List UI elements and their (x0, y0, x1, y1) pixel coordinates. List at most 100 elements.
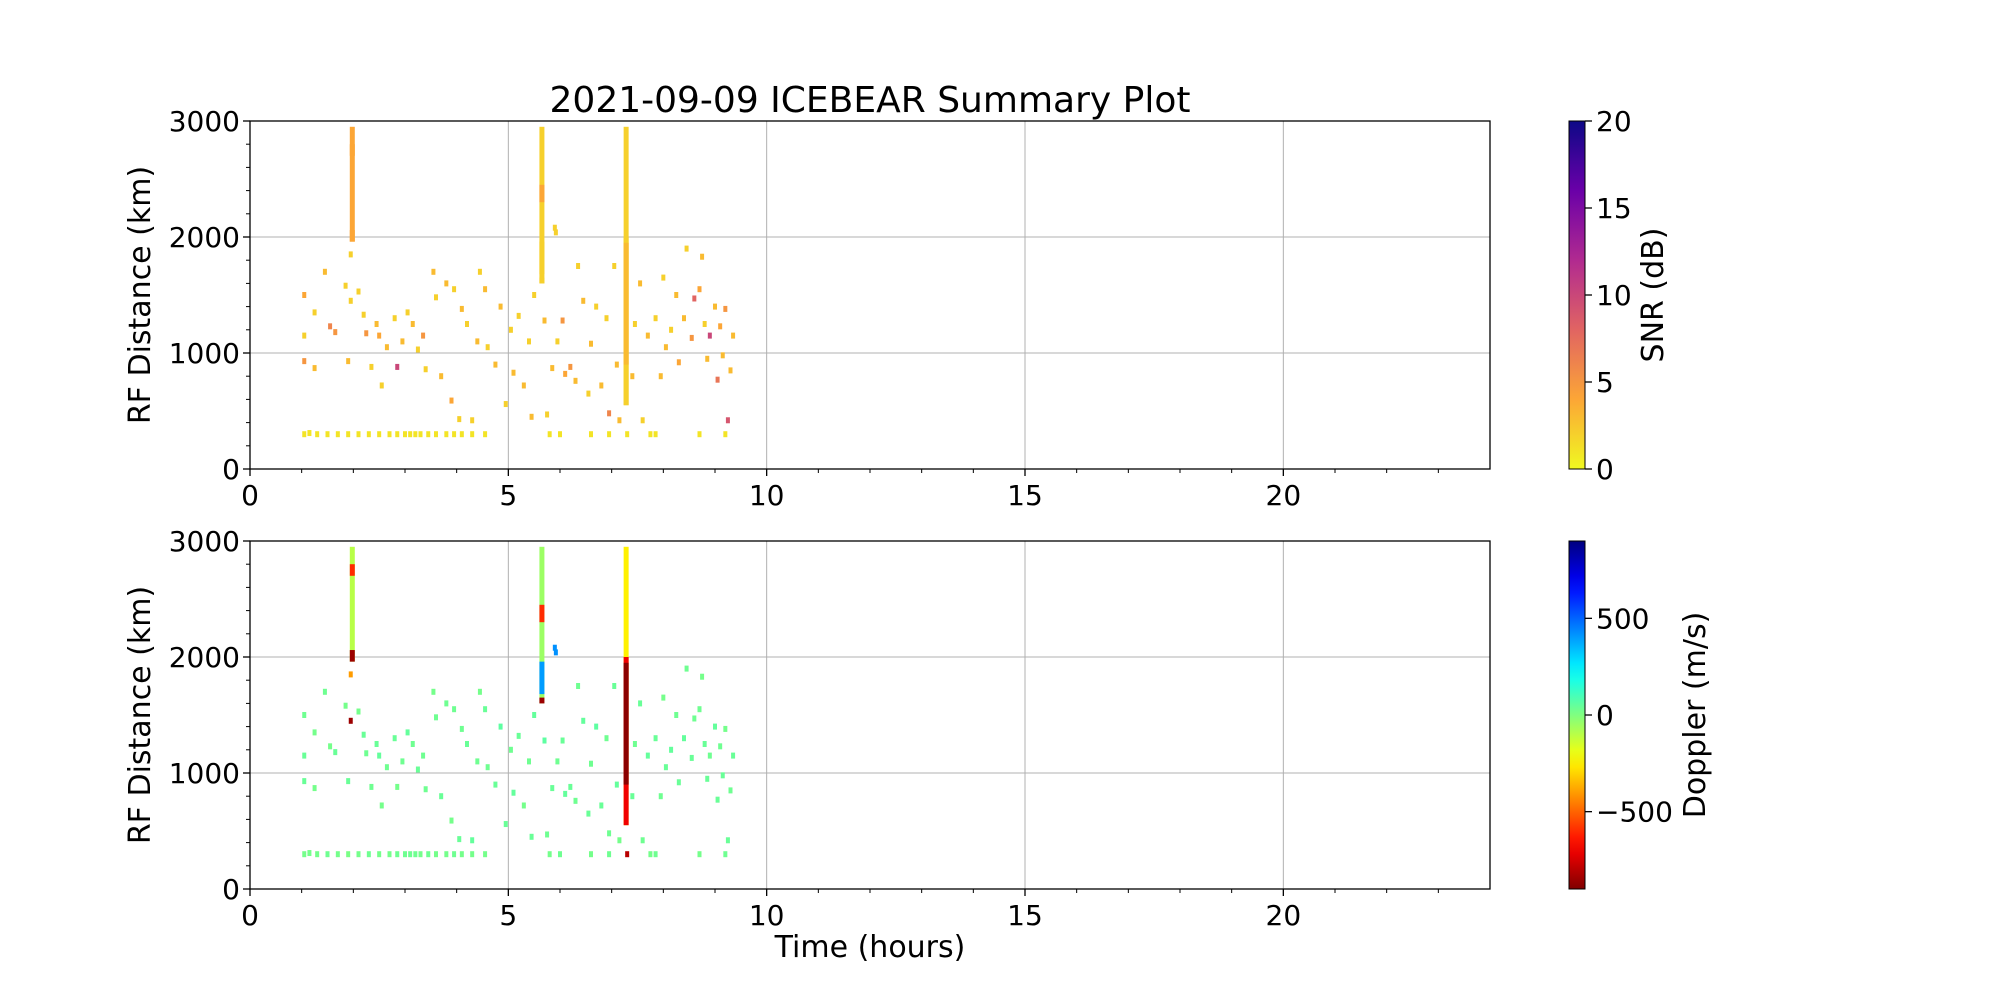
data-point (550, 365, 555, 372)
data-point (405, 309, 410, 316)
data-point (431, 688, 436, 695)
data-point (663, 344, 668, 351)
colorbar (1568, 540, 1586, 890)
data-point (302, 358, 307, 365)
data-point (731, 332, 736, 339)
data-point (555, 338, 560, 345)
data-point (653, 735, 658, 742)
data-point (503, 821, 508, 828)
data-point (661, 694, 666, 701)
data-point (498, 723, 503, 730)
data-point (725, 837, 730, 844)
data-point (713, 723, 717, 730)
data-point (702, 741, 707, 747)
data-point (413, 431, 418, 438)
data-point (325, 431, 330, 438)
data-point (377, 752, 382, 759)
data-point (434, 851, 438, 858)
data-point (713, 303, 717, 310)
data-point (689, 334, 694, 341)
data-stripe (539, 546, 545, 704)
data-point (348, 297, 353, 304)
data-point (361, 311, 366, 318)
data-point (632, 321, 637, 327)
data-point (333, 749, 338, 756)
data-point (477, 688, 482, 695)
data-point (434, 431, 438, 438)
data-point (560, 737, 565, 744)
data-point (346, 851, 351, 858)
data-point (614, 361, 619, 368)
data-point (343, 702, 348, 709)
data-point (576, 683, 581, 689)
data-point (364, 330, 369, 337)
data-point (315, 851, 320, 858)
data-point (485, 764, 490, 771)
data-point (658, 373, 663, 380)
data-point (413, 851, 418, 858)
data-point (483, 706, 488, 713)
data-point (475, 338, 480, 345)
data-point (377, 851, 382, 858)
data-point (493, 361, 498, 368)
data-point (573, 377, 578, 384)
data-point (529, 833, 534, 840)
data-point (545, 831, 550, 838)
data-point (604, 735, 609, 742)
data-point (356, 708, 361, 715)
data-point (452, 431, 457, 438)
data-point (325, 851, 330, 858)
y-tick-label: 3000 (169, 525, 240, 558)
data-point (348, 717, 353, 724)
data-point (625, 851, 630, 858)
data-point (707, 332, 712, 339)
data-point (361, 731, 366, 738)
data-point (426, 431, 431, 438)
data-point (312, 365, 317, 372)
data-point (315, 431, 320, 438)
x-tick-label: 10 (749, 899, 785, 932)
data-point (483, 851, 488, 858)
data-point (684, 665, 689, 672)
data-point (682, 315, 686, 322)
data-point (465, 741, 469, 747)
data-point (728, 367, 733, 374)
data-point (725, 417, 730, 424)
data-point (426, 851, 431, 858)
data-stripe (349, 650, 355, 662)
data-point (684, 245, 689, 252)
y-tick-label: 0 (222, 453, 240, 486)
data-point (658, 793, 663, 800)
data-point (452, 286, 457, 293)
data-point (653, 851, 658, 858)
data-point (715, 376, 720, 383)
data-point (511, 789, 516, 796)
data-point (516, 732, 521, 739)
data-point (485, 344, 490, 351)
data-point (348, 671, 353, 678)
colorbar-tick-label: 10 (1596, 279, 1632, 312)
data-point (307, 850, 312, 857)
data-point (312, 309, 317, 316)
data-point (369, 363, 374, 370)
data-point (302, 778, 307, 785)
data-point (640, 837, 645, 844)
data-point (705, 775, 710, 782)
data-point (405, 729, 410, 736)
data-point (516, 312, 521, 319)
data-point (322, 268, 327, 275)
data-point (483, 286, 488, 293)
data-point (614, 781, 619, 788)
data-point (669, 746, 674, 753)
data-point (415, 766, 420, 773)
data-point (418, 851, 423, 858)
data-point (731, 752, 736, 759)
data-point (632, 741, 637, 747)
data-point (638, 280, 643, 287)
data-point (586, 390, 591, 397)
data-point (302, 292, 307, 298)
data-point (356, 851, 361, 858)
data-stripe (623, 242, 629, 365)
data-point (715, 796, 720, 803)
